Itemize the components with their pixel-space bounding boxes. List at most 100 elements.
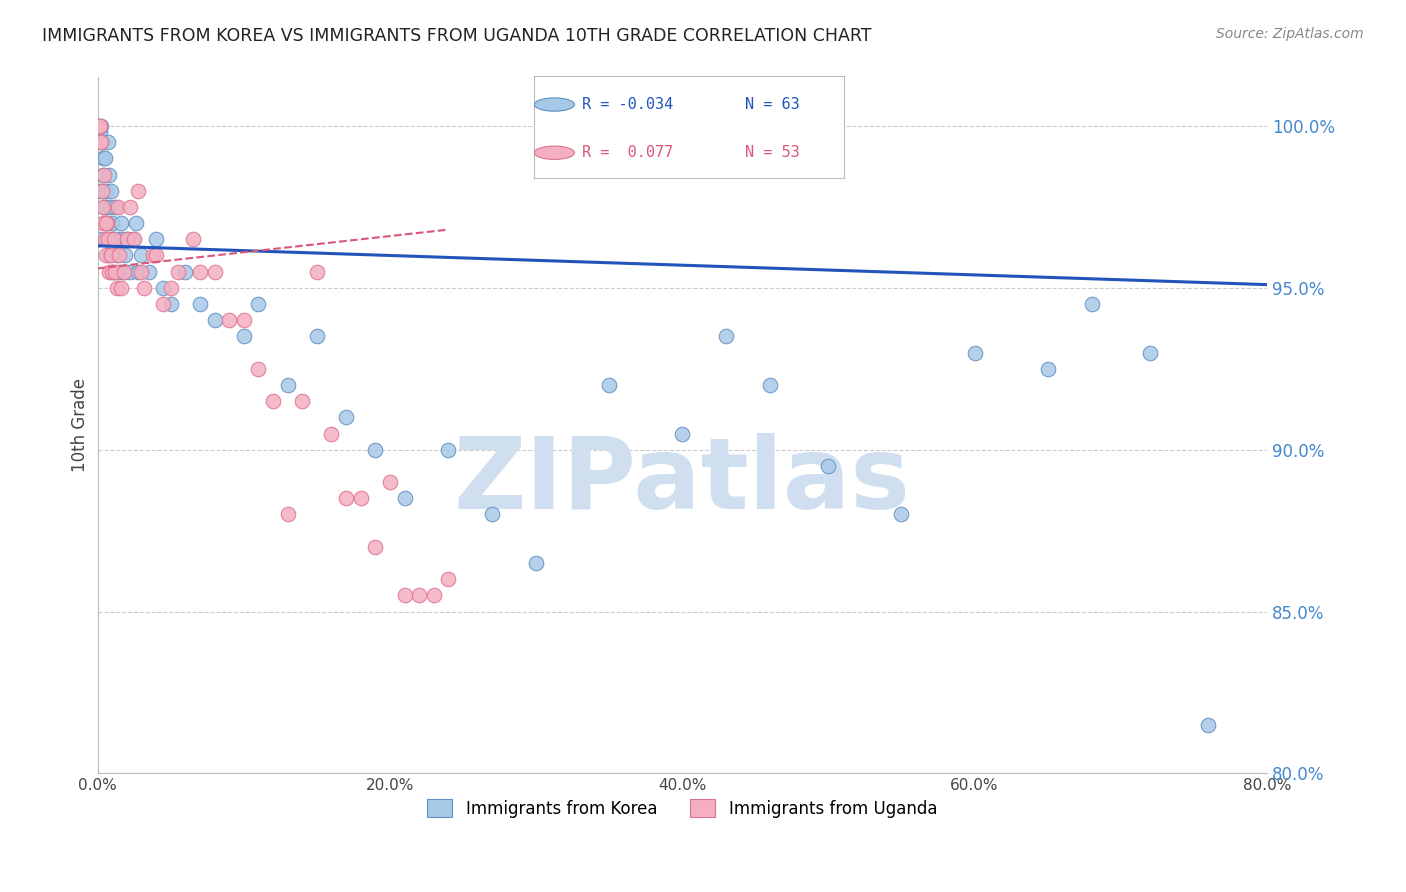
- Point: [159, 297, 181, 311]
- Point: [232, 329, 254, 343]
- Point: [232, 313, 254, 327]
- Point: [524, 556, 547, 570]
- Point: [94, 216, 117, 230]
- Point: [437, 442, 460, 457]
- Point: [98, 200, 121, 214]
- Text: N = 53: N = 53: [745, 145, 800, 161]
- Point: [598, 378, 620, 392]
- Point: [394, 588, 416, 602]
- Point: [94, 232, 117, 246]
- Point: [305, 329, 328, 343]
- Point: [105, 248, 128, 262]
- Point: [759, 378, 782, 392]
- Y-axis label: 10th Grade: 10th Grade: [72, 378, 89, 473]
- Point: [100, 232, 122, 246]
- Point: [423, 588, 446, 602]
- Point: [378, 475, 401, 489]
- Point: [93, 200, 115, 214]
- Point: [112, 265, 135, 279]
- Point: [152, 281, 174, 295]
- Point: [817, 458, 839, 473]
- Point: [87, 232, 110, 246]
- Point: [89, 126, 111, 140]
- Point: [321, 426, 343, 441]
- Point: [481, 508, 503, 522]
- Point: [104, 200, 127, 214]
- Point: [218, 313, 240, 327]
- Point: [408, 588, 430, 602]
- Point: [1197, 718, 1219, 732]
- Point: [138, 265, 160, 279]
- Point: [890, 508, 912, 522]
- Point: [118, 200, 141, 214]
- Point: [145, 248, 167, 262]
- Point: [104, 265, 127, 279]
- Point: [90, 119, 112, 133]
- Point: [131, 265, 153, 279]
- Point: [247, 297, 270, 311]
- Point: [91, 184, 114, 198]
- Point: [108, 265, 131, 279]
- Text: IMMIGRANTS FROM KOREA VS IMMIGRANTS FROM UGANDA 10TH GRADE CORRELATION CHART: IMMIGRANTS FROM KOREA VS IMMIGRANTS FROM…: [42, 27, 872, 45]
- Point: [93, 168, 115, 182]
- Point: [335, 491, 357, 506]
- Circle shape: [534, 98, 575, 112]
- Point: [96, 232, 118, 246]
- Point: [101, 265, 124, 279]
- Point: [105, 281, 128, 295]
- Point: [714, 329, 737, 343]
- Point: [671, 426, 693, 441]
- Point: [145, 232, 167, 246]
- Point: [115, 232, 138, 246]
- Point: [94, 152, 117, 166]
- Point: [100, 184, 122, 198]
- Point: [93, 152, 115, 166]
- Point: [91, 168, 114, 182]
- Point: [204, 265, 226, 279]
- Point: [91, 135, 114, 149]
- Point: [98, 248, 121, 262]
- Point: [96, 200, 118, 214]
- Point: [174, 265, 197, 279]
- Point: [103, 232, 125, 246]
- Point: [90, 135, 112, 149]
- Point: [89, 119, 111, 133]
- Point: [305, 265, 328, 279]
- Point: [181, 232, 204, 246]
- Text: Source: ZipAtlas.com: Source: ZipAtlas.com: [1216, 27, 1364, 41]
- Point: [364, 540, 387, 554]
- Point: [87, 119, 110, 133]
- Point: [134, 281, 156, 295]
- Point: [131, 248, 153, 262]
- Point: [110, 281, 132, 295]
- Point: [97, 135, 120, 149]
- Point: [118, 265, 141, 279]
- Point: [108, 248, 131, 262]
- Point: [91, 200, 114, 214]
- Point: [107, 200, 129, 214]
- Text: R =  0.077: R = 0.077: [582, 145, 673, 161]
- Point: [97, 232, 120, 246]
- Point: [364, 442, 387, 457]
- Point: [394, 491, 416, 506]
- Point: [1139, 345, 1161, 359]
- Point: [142, 248, 165, 262]
- Point: [437, 572, 460, 586]
- Point: [204, 313, 226, 327]
- Point: [291, 394, 314, 409]
- Point: [89, 135, 111, 149]
- Point: [96, 248, 118, 262]
- Point: [963, 345, 986, 359]
- Point: [335, 410, 357, 425]
- Point: [128, 265, 150, 279]
- Point: [128, 184, 150, 198]
- Point: [121, 232, 143, 246]
- Point: [122, 232, 145, 246]
- Point: [107, 232, 129, 246]
- Point: [247, 361, 270, 376]
- Point: [115, 232, 138, 246]
- Text: N = 63: N = 63: [745, 97, 800, 112]
- Point: [93, 216, 115, 230]
- Point: [94, 184, 117, 198]
- Point: [167, 265, 190, 279]
